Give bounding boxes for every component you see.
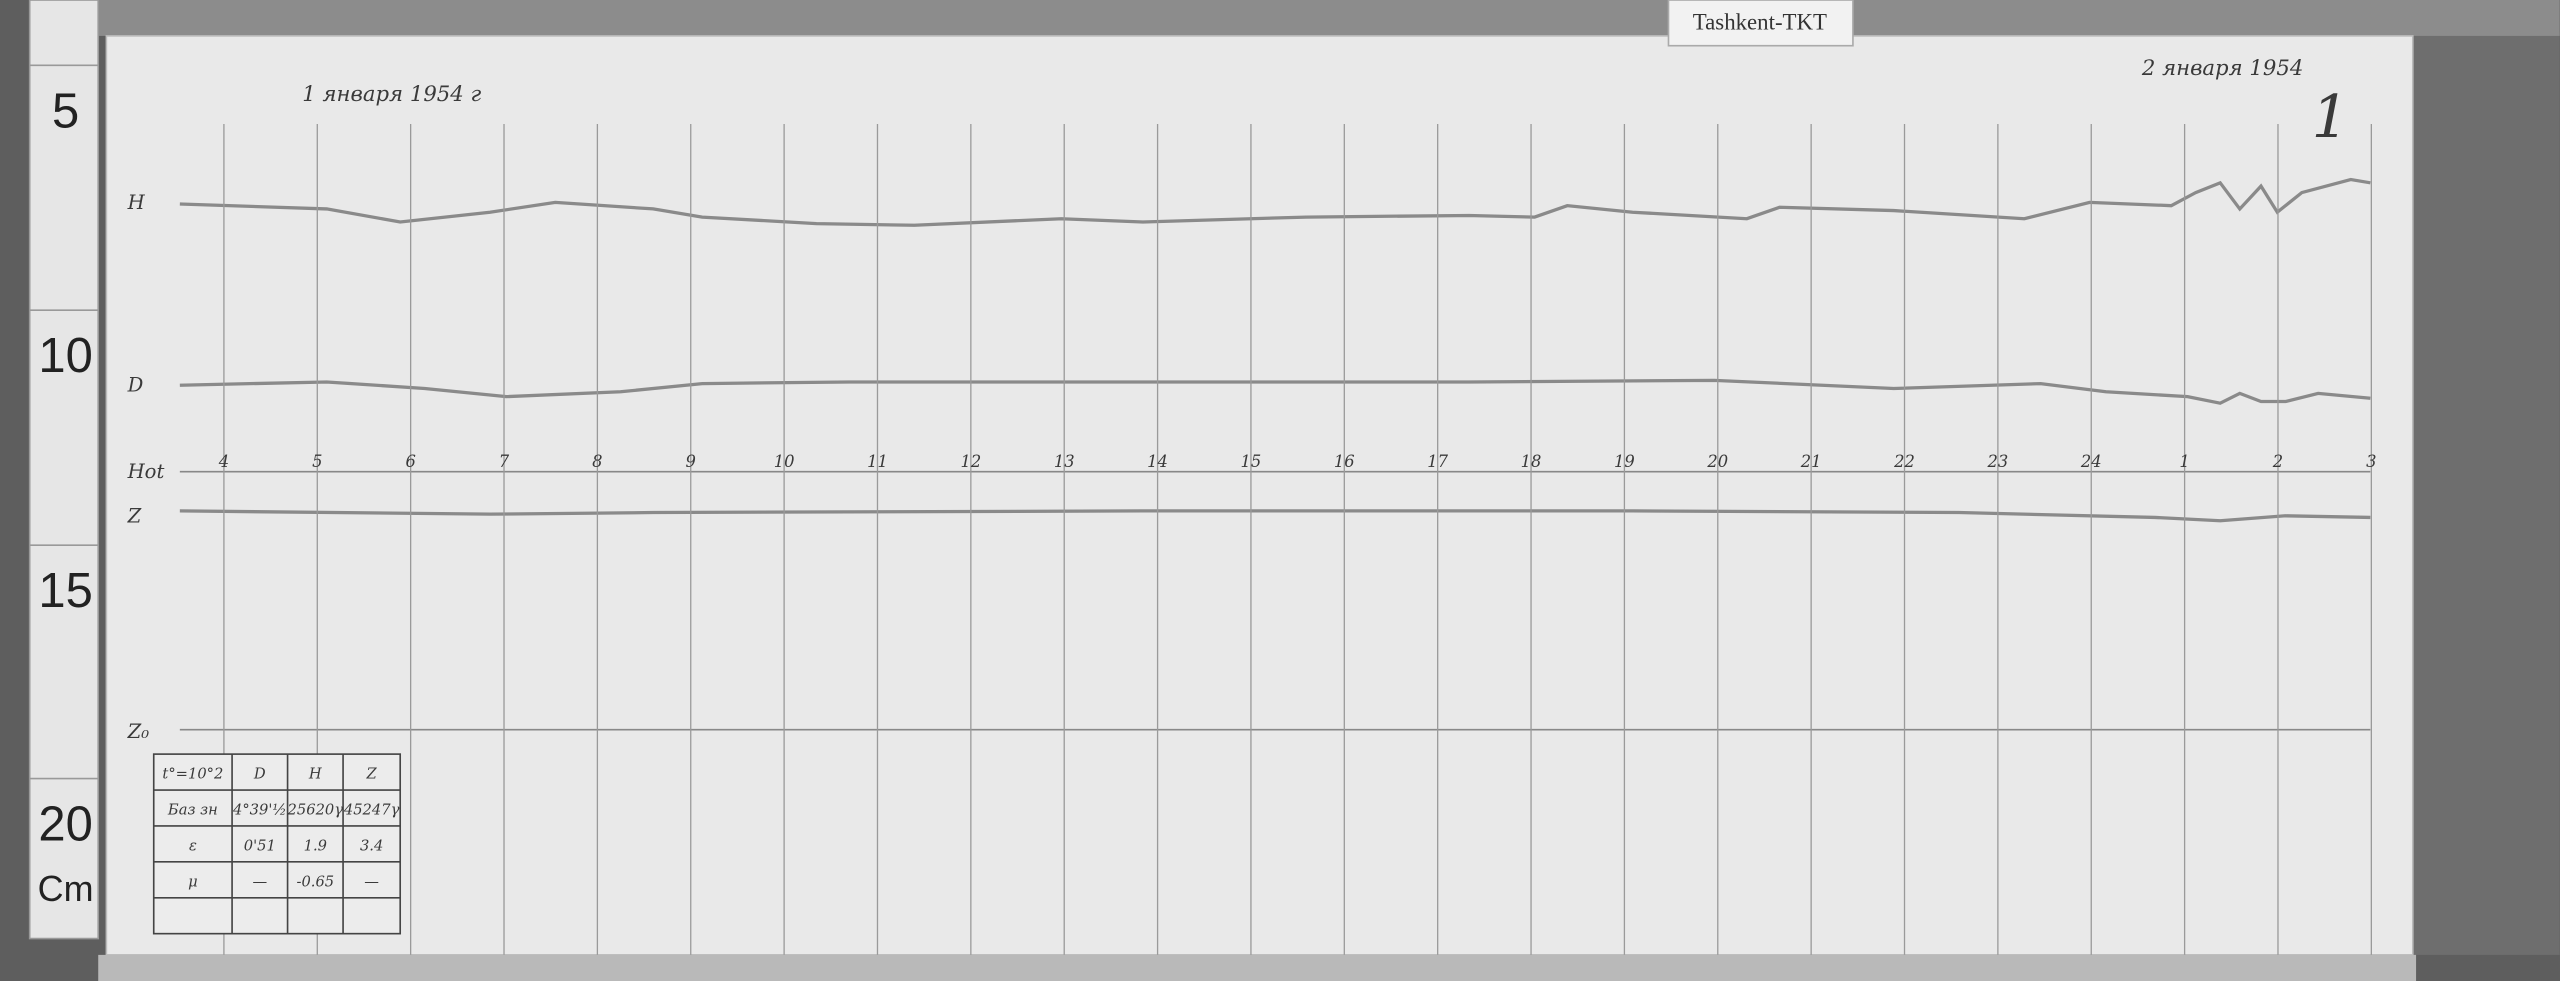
ruler-label: 20 (38, 798, 92, 852)
paper (105, 35, 2414, 956)
table-cell: -0.65 (296, 873, 334, 890)
hour-label: 14 (1147, 452, 1168, 471)
station-tag (1667, 0, 1854, 47)
ruler (28, 0, 100, 940)
table-cell: D (253, 766, 266, 783)
hour-label: 4 (218, 452, 229, 471)
hour-label: 8 (592, 452, 602, 471)
table-cell: μ (188, 873, 198, 890)
hour-label: 3 (2366, 452, 2376, 471)
hour-label: 23 (1986, 452, 2008, 471)
hour-label: 1 (2179, 452, 2189, 471)
start-date: 1 января 1954 г (302, 82, 481, 107)
table-cell: Баз зн (167, 802, 218, 819)
hour-label: 21 (1800, 452, 1822, 471)
base-values-table: t°=10°2 D H Z Баз зн 4°39'½ 25620γ 45247γ ε 0'51 1… (152, 753, 402, 935)
hour-label: 15 (1241, 452, 1262, 471)
ruler-label: 15 (38, 564, 92, 618)
hour-label: 24 (2080, 452, 2102, 471)
sheet-number: 1 (2312, 82, 2349, 151)
ruler-label: Cm (38, 868, 94, 909)
hour-label: 2 (2272, 452, 2283, 471)
table-cell: 1.9 (304, 837, 327, 854)
table-cell: — (252, 873, 267, 890)
table-cell: 45247γ (343, 802, 400, 819)
paper-edge (98, 954, 2417, 981)
d-trace (179, 378, 2371, 405)
table-cell: 25620γ (287, 802, 344, 819)
ruler-label: 5 (52, 84, 79, 138)
hour-label: 17 (1427, 452, 1448, 471)
hour-label: 22 (1893, 452, 1915, 471)
station-label: Tashkent-TKT (1693, 9, 1827, 34)
hour-label: 5 (312, 452, 322, 471)
table-cell: t°=10°2 (162, 766, 223, 783)
trace-label: Hot (127, 460, 165, 483)
hour-grid: 4 5 6 7 8 9 10 11 12 13 14 15 16 17 18 19 20 21 22 23 24 1 2 3 (218, 124, 2377, 955)
trace-label: Z₀ (127, 720, 150, 743)
end-date: 2 января 1954 (2141, 56, 2304, 81)
hour-label: 12 (960, 452, 981, 471)
table-cell: Z (366, 766, 378, 783)
table-cell: 0'51 (244, 837, 276, 854)
table-cell: 4°39'½ (232, 802, 287, 819)
hour-label: 13 (1054, 452, 1075, 471)
hour-label: 7 (499, 452, 510, 471)
hour-label: 18 (1521, 452, 1542, 471)
trace-label: Z (127, 504, 142, 527)
h-trace (179, 177, 2371, 227)
table-bg (152, 753, 402, 935)
hour-label: 20 (1706, 452, 1728, 471)
table-cell: H (308, 766, 323, 783)
hour-label: 11 (867, 452, 888, 471)
trace-label: D (127, 374, 144, 397)
trace-label: H (127, 191, 146, 214)
hour-label: 6 (405, 452, 415, 471)
table-cell: ε (189, 837, 197, 854)
hour-label: 16 (1334, 452, 1355, 471)
wood-board (2412, 32, 2560, 955)
table-cell: — (364, 873, 379, 890)
table-cell: 3.4 (360, 837, 383, 854)
hour-label: 19 (1614, 452, 1635, 471)
z-trace (179, 509, 2371, 523)
hour-label: 10 (774, 452, 795, 471)
ruler-label: 10 (38, 329, 92, 383)
hour-label: 9 (686, 452, 696, 471)
glass-edge (98, 0, 2560, 36)
